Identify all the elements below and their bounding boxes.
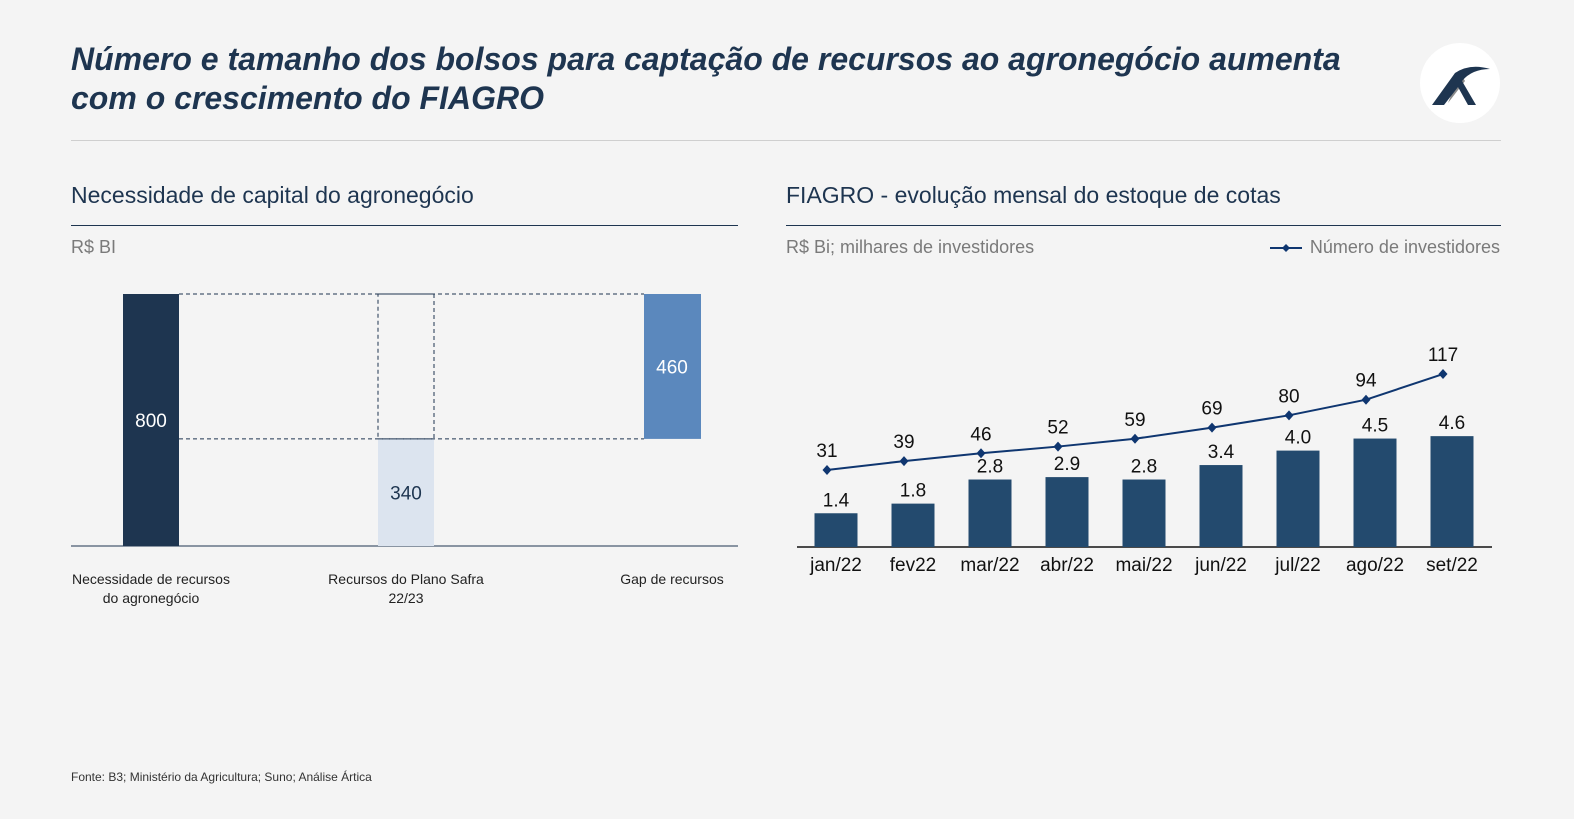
x-tick-label: ago/22 [1346, 555, 1404, 576]
bar-value-label: 1.4 [823, 490, 850, 511]
bar-value-label: 4.6 [1439, 413, 1465, 434]
x-tick-label: abr/22 [1040, 555, 1094, 576]
line-value-label: 117 [1428, 345, 1458, 366]
line-value-label: 59 [1124, 410, 1145, 431]
left-chart-unit: R$ BI [71, 237, 117, 257]
divider [71, 140, 1501, 141]
right-chart-unit: R$ Bi; milhares de investidores [786, 237, 1035, 257]
bar-value-label: 3.4 [1208, 442, 1235, 463]
x-tick-label: jun/22 [1194, 555, 1247, 576]
category-label: Recursos do Plano Safra [328, 571, 484, 587]
line-marker [1361, 394, 1371, 405]
bar-value-label: 460 [656, 357, 688, 378]
line-marker [1053, 441, 1063, 452]
line-marker [976, 448, 986, 459]
bar [1045, 477, 1089, 547]
line-value-label: 52 [1047, 418, 1068, 439]
source-note: Fonte: B3; Ministério da Agricultura; Su… [71, 770, 372, 784]
bar-necessidade [123, 294, 179, 546]
bar-value-label: 2.9 [1054, 454, 1080, 475]
line-marker [1207, 422, 1217, 433]
line-value-label: 46 [970, 424, 991, 445]
bar-value-label: 1.8 [900, 481, 926, 502]
x-tick-label: jul/22 [1274, 555, 1320, 576]
line-value-label: 31 [816, 441, 837, 462]
divider [71, 225, 738, 226]
bar [1199, 465, 1243, 547]
bar [1430, 436, 1474, 547]
bar-value-label: 340 [390, 483, 422, 504]
legend-line-icon [1269, 243, 1302, 252]
page-title: Número e tamanho dos bolsos para captaçã… [71, 41, 1341, 116]
x-tick-label: set/22 [1426, 555, 1478, 576]
left-chart-title: Necessidade de capital do agronegócio [71, 182, 474, 208]
bar [1353, 438, 1397, 547]
bar [1276, 450, 1320, 547]
bar-plano-safra [378, 438, 434, 546]
legend: Número de investidores [1269, 237, 1500, 258]
logo [1420, 43, 1500, 123]
bar [814, 513, 858, 547]
bar [968, 479, 1012, 547]
dashed-box [377, 293, 435, 440]
bar-value-label: 4.5 [1362, 416, 1388, 437]
logo-a-icon [1432, 66, 1490, 105]
bar-value-label: 4.0 [1285, 428, 1311, 449]
bar-value-label: 2.8 [1131, 457, 1157, 478]
line-marker [822, 465, 832, 475]
line-value-label: 94 [1355, 371, 1377, 392]
bar [891, 503, 935, 547]
x-tick-label: mai/22 [1115, 555, 1172, 576]
category-label: Necessidade de recursos [72, 571, 230, 587]
line-value-label: 39 [893, 432, 914, 453]
category-label: do agronegócio [103, 590, 200, 606]
line-marker [1284, 410, 1294, 421]
bar-value-label: 2.8 [977, 457, 1003, 478]
x-tick-label: jan/22 [809, 555, 862, 576]
x-tick-label: fev22 [890, 555, 936, 576]
bar-value-label: 800 [135, 411, 167, 432]
line-value-label: 69 [1201, 399, 1222, 420]
line-value-label: 80 [1278, 386, 1299, 407]
category-label: 22/23 [388, 590, 423, 606]
legend-label: Número de investidores [1309, 237, 1500, 257]
category-label: Gap de recursos [620, 571, 724, 587]
right-chart-title: FIAGRO - evolução mensal do estoque de c… [786, 182, 1281, 208]
line-marker [1130, 433, 1140, 444]
line-marker [1438, 369, 1448, 380]
divider [786, 225, 1501, 226]
bar-gap [644, 294, 701, 439]
bar [1122, 479, 1166, 547]
x-tick-label: mar/22 [960, 555, 1019, 576]
line-marker [899, 456, 909, 467]
